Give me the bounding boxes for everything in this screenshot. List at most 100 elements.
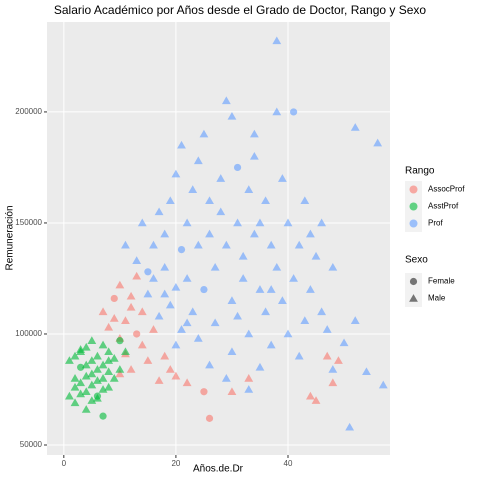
chart-title: Salario Académico por Años desde el Grad… bbox=[54, 3, 427, 17]
point bbox=[345, 422, 355, 431]
point bbox=[188, 185, 198, 193]
point bbox=[277, 296, 287, 304]
point bbox=[193, 240, 203, 249]
point bbox=[350, 316, 360, 324]
legend-label: AssocProf bbox=[428, 185, 465, 194]
point bbox=[227, 111, 237, 120]
point bbox=[216, 207, 226, 216]
point bbox=[233, 163, 242, 172]
point bbox=[289, 274, 299, 282]
point bbox=[98, 360, 108, 369]
point bbox=[160, 262, 170, 271]
point bbox=[165, 300, 175, 309]
point bbox=[154, 311, 164, 320]
point bbox=[328, 365, 338, 373]
point bbox=[160, 289, 170, 298]
point bbox=[65, 356, 74, 364]
point bbox=[149, 274, 158, 282]
point bbox=[98, 385, 108, 393]
point bbox=[76, 378, 86, 387]
point bbox=[65, 391, 74, 400]
point bbox=[93, 376, 102, 384]
point bbox=[110, 294, 118, 303]
legend-swatch bbox=[409, 219, 418, 228]
y-axis-label: Remuneración bbox=[5, 205, 16, 270]
point bbox=[171, 340, 181, 349]
point bbox=[266, 340, 276, 349]
point bbox=[233, 311, 242, 320]
point bbox=[249, 229, 259, 238]
point bbox=[126, 365, 136, 373]
point bbox=[283, 218, 293, 227]
point bbox=[81, 342, 91, 351]
legend-shape bbox=[409, 277, 418, 286]
point bbox=[238, 274, 248, 282]
point bbox=[149, 240, 158, 249]
point bbox=[188, 307, 198, 316]
point bbox=[210, 262, 220, 271]
point bbox=[104, 322, 114, 331]
point bbox=[109, 314, 119, 322]
point bbox=[104, 367, 114, 376]
point bbox=[154, 376, 164, 384]
point bbox=[199, 129, 209, 138]
point bbox=[165, 365, 175, 373]
legend-label: Male bbox=[428, 294, 446, 303]
point bbox=[277, 174, 287, 182]
point bbox=[317, 218, 327, 227]
point bbox=[306, 285, 315, 293]
point bbox=[177, 246, 186, 254]
point bbox=[81, 371, 91, 380]
point bbox=[132, 256, 142, 265]
point bbox=[255, 218, 265, 227]
point bbox=[182, 218, 192, 227]
point bbox=[272, 262, 282, 271]
point bbox=[116, 337, 124, 345]
point bbox=[109, 373, 119, 382]
x-tick-label: 0 bbox=[62, 459, 67, 468]
point bbox=[306, 391, 315, 400]
legend-swatch bbox=[409, 202, 418, 211]
point bbox=[171, 282, 181, 291]
point bbox=[126, 291, 136, 300]
point bbox=[350, 123, 360, 131]
point bbox=[233, 218, 242, 227]
point bbox=[306, 229, 315, 238]
point bbox=[160, 229, 170, 238]
point bbox=[177, 140, 186, 149]
point bbox=[98, 307, 108, 316]
point bbox=[261, 196, 270, 205]
point bbox=[93, 393, 102, 402]
point bbox=[294, 351, 304, 360]
point bbox=[121, 316, 130, 324]
point bbox=[261, 307, 270, 316]
point bbox=[266, 240, 276, 249]
point bbox=[311, 396, 321, 404]
point bbox=[87, 369, 97, 378]
point bbox=[121, 347, 130, 356]
point bbox=[249, 129, 259, 138]
point bbox=[87, 396, 97, 404]
point bbox=[177, 325, 186, 333]
point bbox=[311, 251, 321, 260]
legend-label: Female bbox=[428, 277, 455, 286]
point bbox=[132, 271, 142, 280]
point bbox=[227, 296, 237, 304]
point bbox=[283, 329, 293, 338]
point bbox=[81, 387, 91, 396]
point bbox=[76, 389, 86, 398]
point bbox=[171, 371, 181, 380]
point bbox=[244, 185, 254, 193]
point bbox=[70, 398, 80, 407]
point bbox=[182, 318, 192, 327]
point bbox=[115, 369, 125, 378]
point bbox=[193, 334, 203, 342]
point bbox=[200, 388, 208, 396]
point bbox=[126, 302, 136, 311]
point bbox=[227, 347, 237, 356]
point bbox=[98, 340, 108, 349]
point bbox=[200, 285, 208, 294]
point bbox=[99, 412, 107, 420]
point bbox=[249, 151, 259, 160]
